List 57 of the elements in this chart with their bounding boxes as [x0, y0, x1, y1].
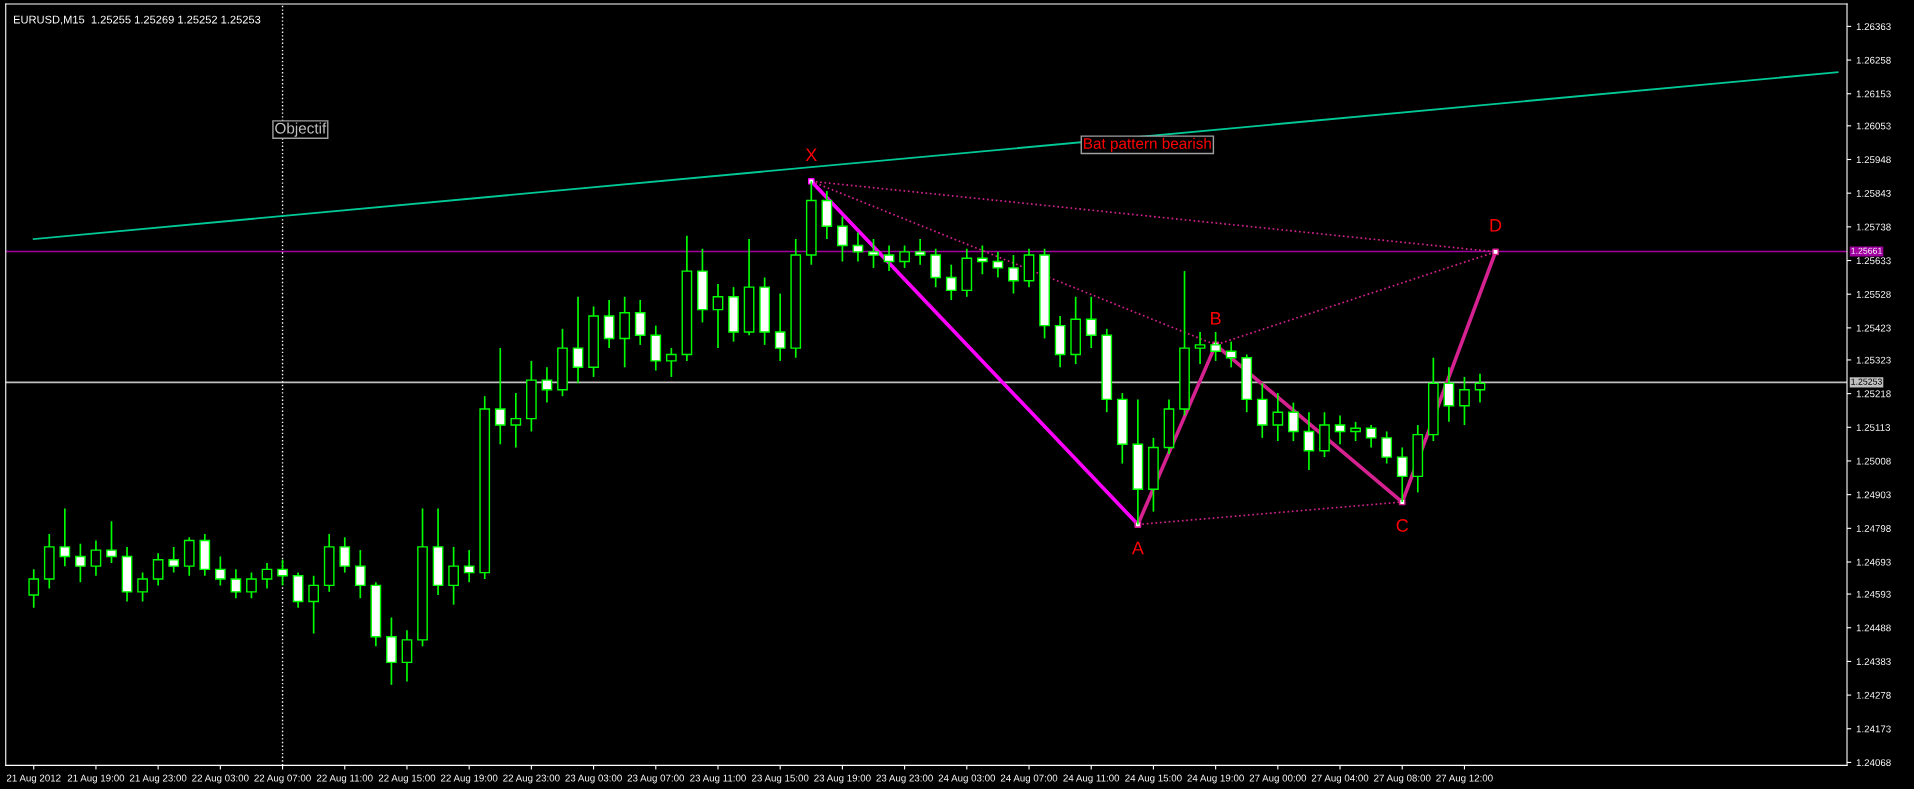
x-tick-label: 23 Aug 07:00: [627, 774, 685, 784]
x-tick-label: 22 Aug 15:00: [378, 774, 436, 784]
y-tick-label: 1.25218: [1856, 390, 1891, 398]
y-tick-label: 1.24383: [1856, 658, 1891, 666]
ref-line-label: 1.25661: [1851, 247, 1882, 254]
y-tick-label: 1.25948: [1856, 156, 1891, 164]
annotation: Objectif: [275, 122, 327, 137]
x-tick-label: 24 Aug 03:00: [938, 774, 996, 784]
y-tick-label: 1.24798: [1856, 525, 1891, 532]
data-label: D: [1490, 219, 1502, 232]
annotation: Bat pattern bearish: [1084, 137, 1211, 152]
data-label: A: [1131, 541, 1144, 555]
x-tick-label: 27 Aug 00:00: [1249, 774, 1307, 784]
x-tick-label: 23 Aug 19:00: [814, 774, 871, 784]
x-tick-label: 22 Aug 07:00: [254, 774, 311, 784]
data-label: C: [1396, 519, 1409, 532]
data-label: B: [1211, 312, 1221, 325]
y-tick-label: 1.25113: [1856, 424, 1891, 431]
ref-line-label: 1.25253: [1851, 378, 1882, 385]
y-tick-label: 1.26153: [1856, 90, 1891, 98]
y-tick-label: 1.24173: [1856, 725, 1891, 733]
y-tick-label: 1.25738: [1856, 223, 1891, 231]
x-tick-label: 21 Aug 2012: [6, 774, 61, 784]
y-tick-label: 1.26053: [1856, 122, 1891, 130]
x-tick-label: 24 Aug 19:00: [1187, 774, 1244, 784]
x-tick-label: 23 Aug 11:00: [690, 774, 746, 784]
y-tick-label: 1.25323: [1856, 356, 1891, 364]
y-tick-label: 1.25528: [1856, 290, 1891, 298]
y-tick-label: 1.26258: [1856, 56, 1891, 64]
y-tick-label: 1.26363: [1856, 23, 1891, 31]
y-tick-label: 1.25843: [1856, 189, 1891, 197]
x-tick-label: 24 Aug 11:00: [1063, 774, 1120, 784]
x-tick-label: 21 Aug 23:00: [129, 774, 187, 784]
y-tick-label: 1.24488: [1856, 624, 1891, 632]
x-tick-label: 22 Aug 03:00: [192, 774, 249, 784]
y-tick-label: 1.24903: [1856, 491, 1891, 499]
x-tick-label: 22 Aug 11:00: [316, 774, 373, 784]
y-tick-label: 1.25423: [1856, 324, 1891, 332]
x-tick-label: 23 Aug 03:00: [565, 774, 622, 784]
y-tick-label: 1.25008: [1856, 457, 1891, 465]
y-tick-label: 1.25633: [1856, 257, 1891, 265]
x-tick-label: 21 Aug 19:00: [67, 774, 125, 784]
x-tick-label: 27 Aug 12:00: [1436, 774, 1493, 784]
x-tick-label: 23 Aug 23:00: [876, 774, 933, 784]
x-tick-label: 27 Aug 08:00: [1374, 774, 1431, 784]
y-tick-label: 1.24593: [1856, 590, 1891, 598]
x-tick-label: 23 Aug 15:00: [752, 774, 809, 784]
text: EURUSD,M15 1.25255 1.25269 1.25252 1.25253: [14, 15, 261, 25]
x-tick-label: 22 Aug 23:00: [503, 774, 560, 784]
x-tick-label: 24 Aug 07:00: [1000, 774, 1058, 784]
x-tick-label: 27 Aug 04:00: [1311, 774, 1369, 784]
x-tick-label: 22 Aug 19:00: [441, 774, 498, 784]
y-tick-label: 1.24693: [1856, 558, 1891, 566]
x-tick-label: 24 Aug 15:00: [1125, 774, 1182, 784]
data-label: X: [805, 148, 817, 161]
y-tick-label: 1.24278: [1856, 691, 1891, 699]
y-tick-label: 1.24068: [1856, 759, 1891, 767]
